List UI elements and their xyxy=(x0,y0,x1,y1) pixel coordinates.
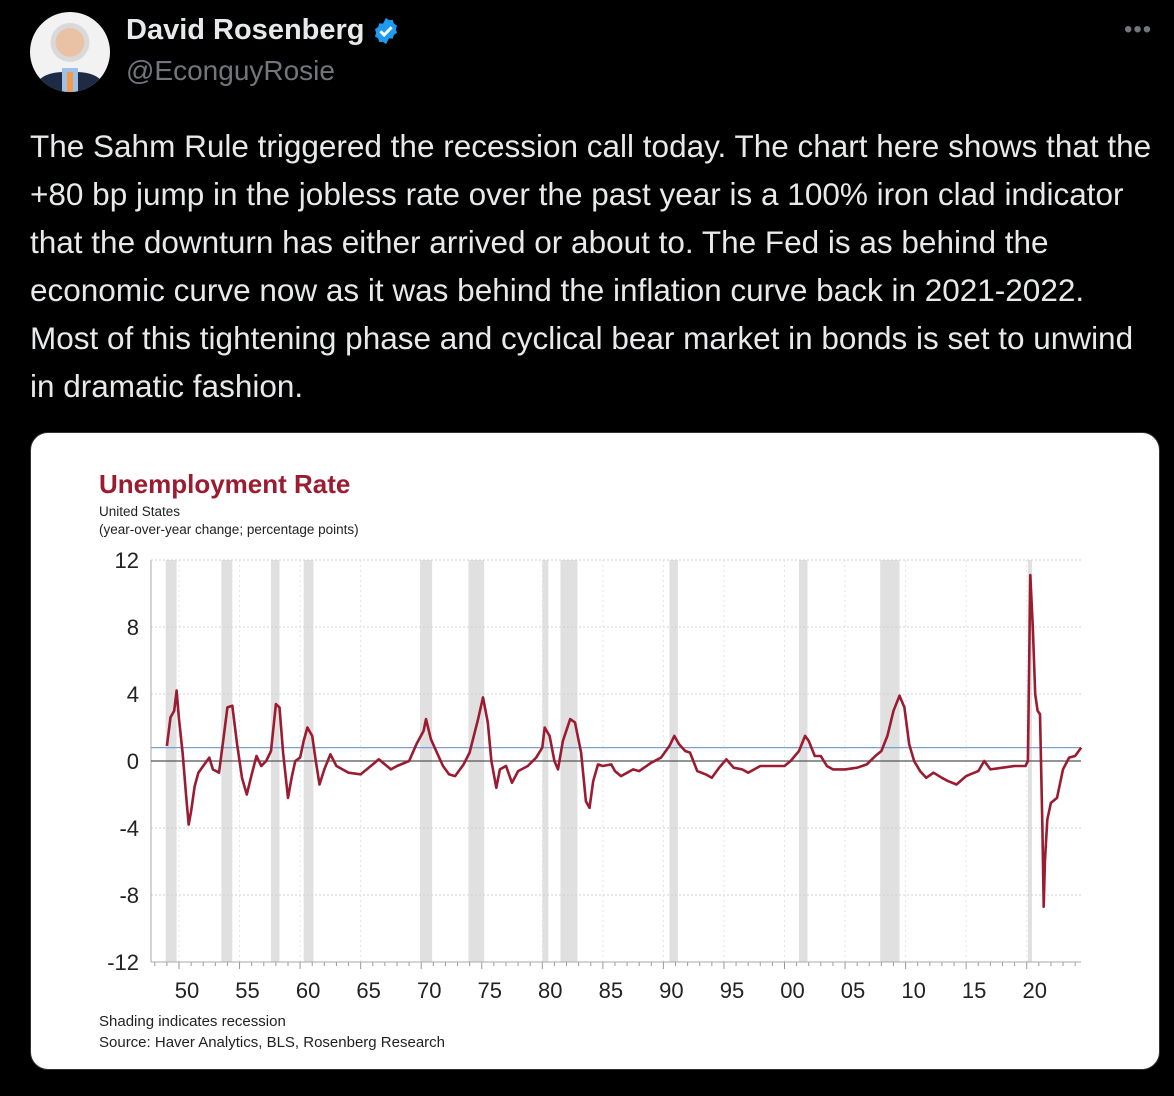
chart-card[interactable]: Unemployment Rate United States (year-ov… xyxy=(30,432,1160,1070)
y-tick-label: -8 xyxy=(119,883,139,908)
x-tick-label: 65 xyxy=(356,978,380,1003)
y-tick-label: 0 xyxy=(127,749,139,774)
x-tick-label: 85 xyxy=(599,978,623,1003)
x-tick-label: 60 xyxy=(296,978,320,1003)
x-tick-label: 05 xyxy=(841,978,865,1003)
y-tick-label: 4 xyxy=(127,682,139,707)
x-tick-label: 20 xyxy=(1022,978,1046,1003)
y-tick-label: -4 xyxy=(119,816,139,841)
x-tick-label: 90 xyxy=(659,978,683,1003)
x-tick-label: 50 xyxy=(175,978,199,1003)
chart-subtitle-line: United States xyxy=(99,504,181,519)
y-tick-label: 8 xyxy=(127,615,139,640)
series-line xyxy=(165,573,1083,908)
line-chart: 12 8 4 0 -4 -8 -12 50 55 60 65 70 75 80 85 90 95 00 05 10 15… xyxy=(107,548,1083,1003)
x-tick-label: 10 xyxy=(901,978,925,1003)
avatar[interactable] xyxy=(30,12,110,92)
chart-footnote: Source: Haver Analytics, BLS, Rosenberg … xyxy=(99,1034,446,1051)
chart-footnote: Shading indicates recession xyxy=(99,1013,286,1030)
chart-subtitle-line: (year-over-year change; percentage point… xyxy=(99,522,359,537)
author-handle[interactable]: @EconguyRosie xyxy=(126,55,335,86)
chart-subtitle: United States (year-over-year change; pe… xyxy=(99,503,359,539)
more-horizontal-icon[interactable]: ••• xyxy=(1124,16,1153,43)
author-name[interactable]: David Rosenberg xyxy=(126,14,401,47)
verified-badge-icon xyxy=(374,18,397,45)
y-tick-label: -12 xyxy=(107,950,139,975)
tweet-text: The Sahm Rule triggered the recession ca… xyxy=(30,128,1152,404)
x-tick-label: 75 xyxy=(478,978,502,1003)
x-tick-label: 70 xyxy=(417,978,441,1003)
chart-title: Unemployment Rate xyxy=(99,469,351,499)
x-tick-label: 80 xyxy=(538,978,562,1003)
y-tick-label: 12 xyxy=(115,548,139,573)
x-tick-label: 95 xyxy=(720,978,744,1003)
x-tick-label: 00 xyxy=(780,978,804,1003)
x-tick-label: 55 xyxy=(235,978,259,1003)
author-name-text: David Rosenberg xyxy=(126,14,365,46)
x-tick-label: 15 xyxy=(962,978,986,1003)
chart-footnotes: Shading indicates recession Source: Have… xyxy=(99,1011,445,1053)
